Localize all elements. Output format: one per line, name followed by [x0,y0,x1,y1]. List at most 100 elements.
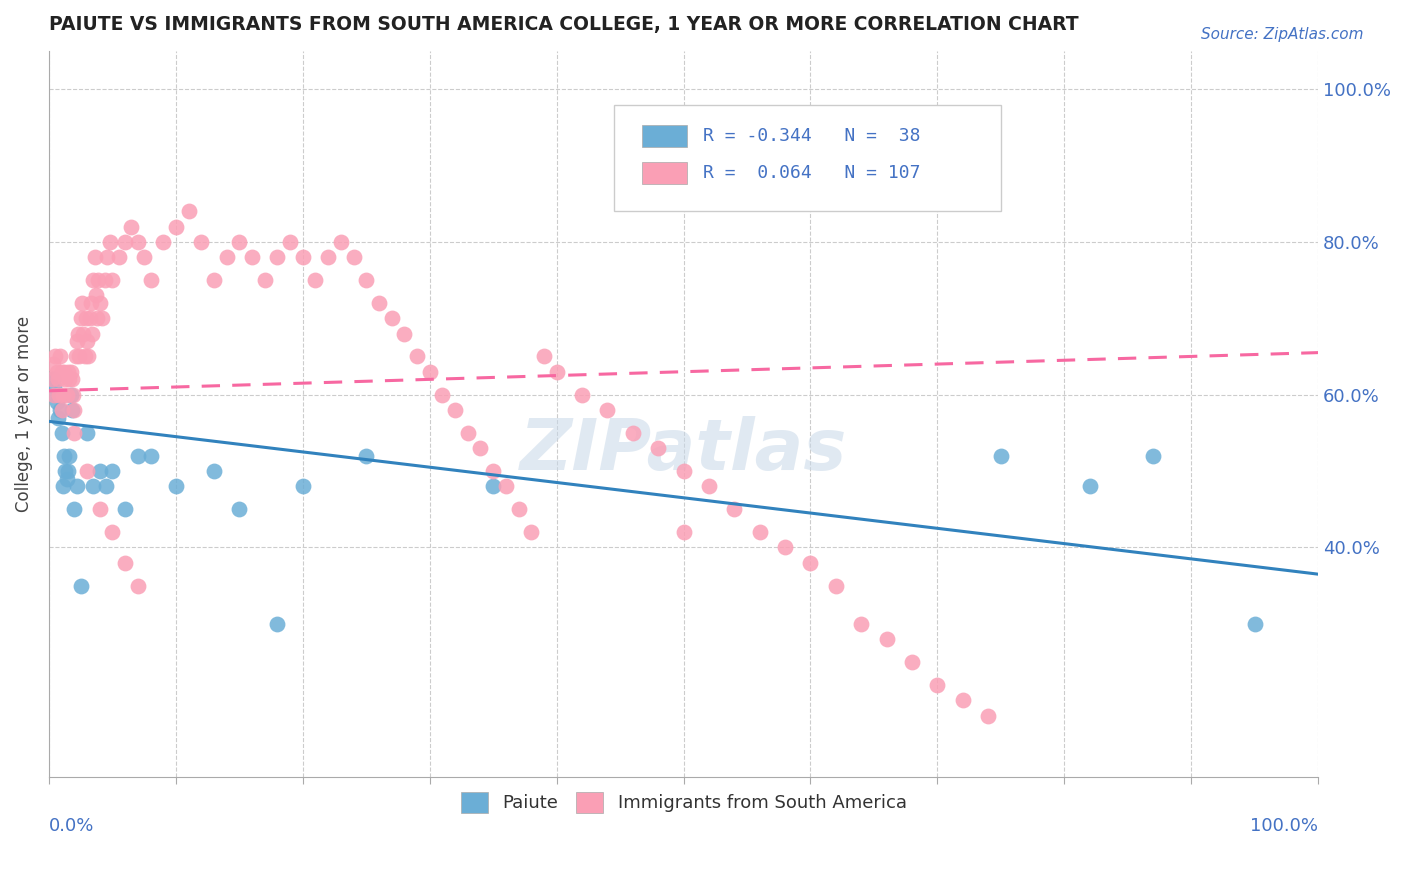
Point [76,334,98,348]
Point [202,464,225,478]
Point [82,326,104,341]
Point [876,632,898,646]
Point [139,449,162,463]
Point [304,273,326,287]
Point [42,380,65,394]
Point [356,449,378,463]
Point [56,365,79,379]
Point [45,395,67,409]
Point [79,311,101,326]
Point [571,387,593,401]
Point [647,441,669,455]
Point [77,350,100,364]
Point [596,403,619,417]
Point [51,425,73,440]
Point [63,425,86,440]
Point [482,479,505,493]
Point [368,296,391,310]
Point [62,387,84,401]
Point [121,219,143,234]
Point [60,403,83,417]
Point [107,250,129,264]
Point [63,403,86,417]
Point [89,296,111,310]
Point [94,273,117,287]
Point [253,273,276,287]
Point [46,410,69,425]
Point [44,387,66,401]
Point [165,479,187,493]
Point [139,273,162,287]
Point [96,250,118,264]
Point [291,479,314,493]
Point [59,387,82,401]
Point [114,235,136,249]
Point [134,250,156,264]
Bar [641,161,688,184]
Point [83,250,105,264]
Point [98,235,121,249]
Point [952,693,974,707]
Point [91,311,114,326]
Point [723,502,745,516]
Point [66,479,89,493]
Point [495,479,517,493]
Point [75,311,97,326]
Point [927,678,949,692]
Point [381,311,404,326]
Point [67,350,90,364]
Point [53,365,76,379]
Point [278,235,301,249]
Point [406,350,429,364]
Point [127,449,149,463]
Point [190,235,212,249]
Point [114,556,136,570]
Point [901,655,924,669]
Point [49,403,72,417]
Point [46,372,69,386]
Point [432,387,454,401]
Point [55,472,77,486]
Point [127,235,149,249]
Point [56,464,79,478]
Point [533,350,555,364]
Point [127,579,149,593]
Point [58,449,80,463]
Point [42,357,65,371]
Point [76,464,98,478]
Text: R =  0.064   N = 107: R = 0.064 N = 107 [703,164,920,182]
Point [329,235,352,249]
Point [53,449,76,463]
Point [773,541,796,555]
Point [520,525,543,540]
Text: 0.0%: 0.0% [49,816,94,835]
Point [69,311,91,326]
Point [1142,449,1164,463]
Point [55,372,77,386]
Point [48,387,70,401]
Point [342,250,364,264]
Point [45,365,67,379]
Point [101,273,124,287]
Point [87,273,110,287]
Legend: Paiute, Immigrants from South America: Paiute, Immigrants from South America [453,785,914,820]
Point [82,479,104,493]
Point [697,479,720,493]
Point [165,219,187,234]
Point [356,273,378,287]
Point [55,387,77,401]
Point [84,288,107,302]
Text: R = -0.344   N =  38: R = -0.344 N = 38 [703,127,920,145]
Point [67,326,90,341]
Point [215,250,238,264]
Point [824,579,846,593]
Point [82,273,104,287]
Point [470,441,492,455]
Y-axis label: College, 1 year or more: College, 1 year or more [15,316,32,512]
Point [48,387,70,401]
Point [266,616,288,631]
Point [86,311,108,326]
Point [419,365,441,379]
Point [59,365,82,379]
Point [65,350,87,364]
